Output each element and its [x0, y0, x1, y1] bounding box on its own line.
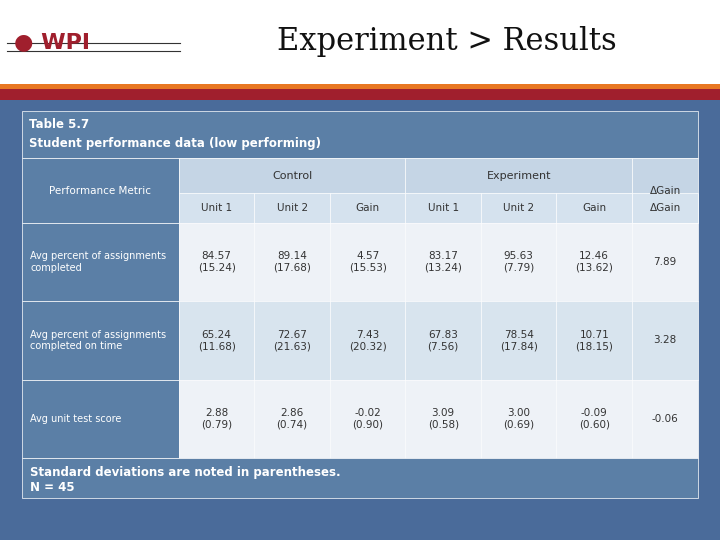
- Text: ΔGain: ΔGain: [649, 186, 681, 195]
- Bar: [22, 111, 698, 158]
- Text: Control: Control: [272, 171, 312, 181]
- Bar: [0, 89, 720, 100]
- Text: Avg unit test score: Avg unit test score: [30, 414, 122, 424]
- Text: 84.57
(15.24): 84.57 (15.24): [198, 252, 235, 273]
- Text: 2.88
(0.79): 2.88 (0.79): [201, 408, 233, 430]
- Text: 3.00
(0.69): 3.00 (0.69): [503, 408, 534, 430]
- Text: 4.57
(15.53): 4.57 (15.53): [348, 252, 387, 273]
- Text: Gain: Gain: [582, 203, 606, 213]
- Bar: [179, 158, 405, 193]
- Bar: [557, 301, 632, 380]
- Text: 83.17
(13.24): 83.17 (13.24): [424, 252, 462, 273]
- Bar: [179, 193, 254, 223]
- Bar: [179, 301, 254, 380]
- Bar: [481, 380, 557, 458]
- Text: Unit 2: Unit 2: [503, 203, 534, 213]
- Text: Unit 2: Unit 2: [276, 203, 307, 213]
- Bar: [632, 158, 698, 223]
- Bar: [405, 380, 481, 458]
- Bar: [330, 193, 405, 223]
- Text: ● WPI: ● WPI: [14, 32, 91, 52]
- Text: N = 45: N = 45: [30, 481, 75, 494]
- Bar: [22, 458, 698, 498]
- Text: 10.71
(18.15): 10.71 (18.15): [575, 329, 613, 352]
- Text: 72.67
(21.63): 72.67 (21.63): [274, 329, 311, 352]
- Bar: [254, 193, 330, 223]
- Bar: [632, 380, 698, 458]
- Bar: [405, 193, 481, 223]
- Text: Gain: Gain: [356, 203, 379, 213]
- Bar: [557, 193, 632, 223]
- Bar: [179, 380, 254, 458]
- Text: ΔGain: ΔGain: [649, 203, 681, 213]
- Text: Experiment > Results: Experiment > Results: [276, 26, 616, 57]
- Text: -0.06: -0.06: [652, 414, 678, 424]
- Bar: [0, 84, 720, 89]
- Text: 78.54
(17.84): 78.54 (17.84): [500, 329, 538, 352]
- Bar: [481, 301, 557, 380]
- Bar: [557, 380, 632, 458]
- Bar: [22, 158, 179, 223]
- Bar: [254, 380, 330, 458]
- Bar: [405, 158, 632, 193]
- Bar: [632, 223, 698, 301]
- Text: Student performance data (low performing): Student performance data (low performing…: [29, 138, 321, 151]
- Text: -0.02
(0.90): -0.02 (0.90): [352, 408, 383, 430]
- Bar: [405, 223, 481, 301]
- Text: Table 5.7: Table 5.7: [29, 118, 89, 131]
- Bar: [0, 100, 720, 540]
- Text: 89.14
(17.68): 89.14 (17.68): [274, 252, 311, 273]
- Bar: [254, 223, 330, 301]
- Text: 3.28: 3.28: [654, 335, 677, 346]
- Bar: [179, 223, 254, 301]
- Text: Avg percent of assignments
completed on time: Avg percent of assignments completed on …: [30, 329, 166, 352]
- Text: -0.09
(0.60): -0.09 (0.60): [579, 408, 610, 430]
- Text: 67.83
(7.56): 67.83 (7.56): [428, 329, 459, 352]
- Bar: [330, 301, 405, 380]
- Bar: [330, 223, 405, 301]
- Bar: [330, 380, 405, 458]
- Text: 7.89: 7.89: [654, 257, 677, 267]
- Bar: [22, 223, 179, 301]
- Bar: [632, 301, 698, 380]
- Text: 65.24
(11.68): 65.24 (11.68): [198, 329, 235, 352]
- Bar: [481, 223, 557, 301]
- Text: 12.46
(13.62): 12.46 (13.62): [575, 252, 613, 273]
- Text: Standard deviations are noted in parentheses.: Standard deviations are noted in parenth…: [30, 465, 341, 478]
- Bar: [557, 223, 632, 301]
- Text: Avg percent of assignments
completed: Avg percent of assignments completed: [30, 252, 166, 273]
- Bar: [0, 0, 720, 84]
- Bar: [405, 301, 481, 380]
- Text: Unit 1: Unit 1: [428, 203, 459, 213]
- Text: Unit 1: Unit 1: [201, 203, 233, 213]
- Text: 95.63
(7.79): 95.63 (7.79): [503, 252, 534, 273]
- Text: Experiment: Experiment: [487, 171, 551, 181]
- Text: 2.86
(0.74): 2.86 (0.74): [276, 408, 307, 430]
- Bar: [632, 193, 698, 223]
- Bar: [254, 301, 330, 380]
- Text: 7.43
(20.32): 7.43 (20.32): [348, 329, 387, 352]
- Text: 3.09
(0.58): 3.09 (0.58): [428, 408, 459, 430]
- Bar: [481, 193, 557, 223]
- Bar: [22, 301, 179, 380]
- Text: Performance Metric: Performance Metric: [49, 186, 151, 195]
- Bar: [22, 380, 179, 458]
